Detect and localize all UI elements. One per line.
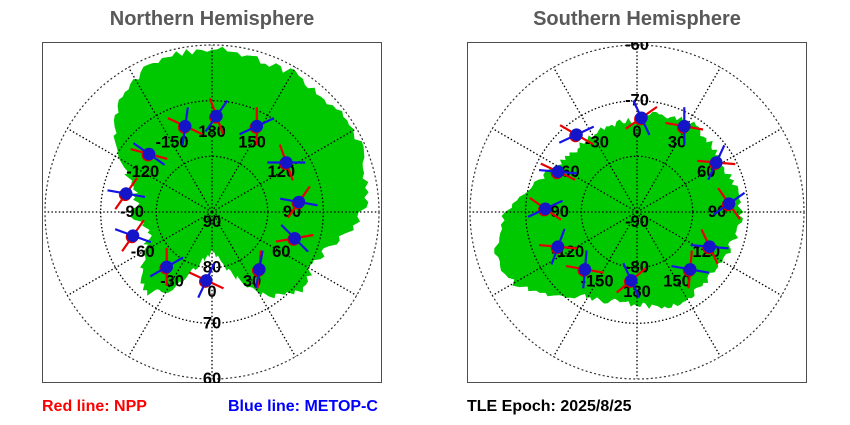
svg-text:-120: -120 xyxy=(126,163,159,181)
svg-text:150: 150 xyxy=(238,134,266,152)
svg-text:60: 60 xyxy=(272,243,290,261)
svg-text:60: 60 xyxy=(203,370,221,383)
svg-text:-60: -60 xyxy=(131,243,155,261)
svg-text:-90: -90 xyxy=(120,203,144,221)
svg-text:0: 0 xyxy=(632,123,641,141)
svg-text:-60: -60 xyxy=(625,42,649,54)
svg-text:-30: -30 xyxy=(160,272,184,290)
svg-text:70: 70 xyxy=(203,314,221,332)
svg-text:-90: -90 xyxy=(625,213,649,231)
svg-text:90: 90 xyxy=(203,213,221,231)
